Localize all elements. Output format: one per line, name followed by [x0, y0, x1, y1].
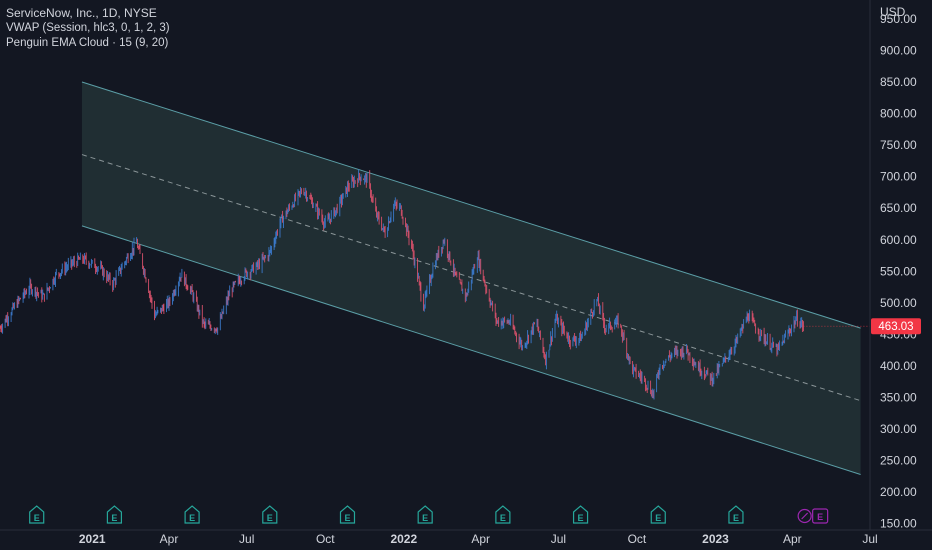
price-tick-label: 150.00	[880, 517, 917, 531]
price-tick-label: 650.00	[880, 201, 917, 215]
price-tick-label: 550.00	[880, 264, 917, 278]
last-price-value: 463.03	[878, 321, 913, 333]
svg-text:E: E	[189, 513, 195, 523]
time-tick-label: 2023	[702, 532, 729, 546]
svg-text:E: E	[733, 513, 739, 523]
time-tick-label: Oct	[316, 532, 335, 546]
earnings-icon[interactable]: E	[106, 505, 123, 524]
svg-text:E: E	[500, 513, 506, 523]
price-tick-label: 700.00	[880, 170, 917, 184]
price-axis[interactable]: 150.00200.00250.00300.00350.00400.00450.…	[880, 12, 917, 531]
earnings-icon[interactable]: E	[262, 505, 278, 524]
earnings-icon[interactable]: E	[29, 505, 45, 524]
chart-legend: ServiceNow, Inc., 1D, NYSE VWAP (Session…	[6, 6, 170, 51]
time-tick-label: 2022	[390, 532, 417, 546]
price-series	[0, 169, 870, 400]
price-tick-label: 200.00	[880, 485, 917, 499]
time-tick-label: Jul	[551, 532, 566, 546]
indicator-ema-cloud[interactable]: Penguin EMA Cloud · 15 (9, 20)	[6, 37, 169, 49]
svg-text:E: E	[422, 513, 428, 523]
time-tick-label: 2021	[79, 532, 106, 546]
earnings-icon[interactable]: E	[339, 505, 356, 524]
earnings-icon[interactable]: E	[650, 505, 666, 524]
svg-text:E: E	[111, 513, 117, 523]
last-price-badge: 463.03	[871, 318, 921, 335]
earnings-icon[interactable]: E	[184, 505, 200, 524]
svg-text:E: E	[655, 513, 661, 523]
price-tick-label: 400.00	[880, 359, 917, 373]
price-tick-label: 500.00	[880, 296, 917, 310]
price-tick-label: 900.00	[880, 44, 917, 58]
svg-text:E: E	[344, 513, 350, 523]
channel-fill	[81, 82, 861, 475]
price-tick-label: 950.00	[880, 12, 917, 26]
price-tick-label: 600.00	[880, 233, 917, 247]
time-tick-label: Apr	[160, 532, 179, 546]
earnings-icon[interactable]: E	[417, 505, 433, 524]
time-axis[interactable]: 2021 Apr Jul Oct 2022 Apr Jul Oct 2023 Apr Jul	[79, 532, 878, 546]
price-tick-label: 850.00	[880, 75, 917, 89]
price-tick-label: 250.00	[880, 454, 917, 468]
upcoming-earnings-icon[interactable]: E	[797, 508, 829, 524]
price-tick-label: 350.00	[880, 391, 917, 405]
channel-mid-line[interactable]	[81, 154, 861, 402]
time-tick-label: Apr	[783, 532, 802, 546]
earnings-icon[interactable]: E	[728, 505, 744, 524]
price-tick-label: 800.00	[880, 107, 917, 121]
earnings-icon[interactable]: E	[495, 505, 511, 524]
svg-text:E: E	[817, 512, 823, 522]
time-tick-label: Jul	[239, 532, 254, 546]
channel-lower-line[interactable]	[81, 225, 861, 475]
symbol-title[interactable]: ServiceNow, Inc., 1D, NYSE	[6, 6, 157, 20]
svg-text:E: E	[578, 513, 584, 523]
time-tick-label: Jul	[862, 532, 877, 546]
earnings-icon[interactable]: E	[572, 505, 589, 524]
currency-label: USD	[880, 5, 906, 19]
regression-channel	[81, 81, 861, 475]
indicator-vwap[interactable]: VWAP (Session, hlc3, 0, 1, 2, 3)	[6, 22, 170, 34]
price-tick-label: 300.00	[880, 422, 917, 436]
channel-upper-line[interactable]	[81, 81, 861, 329]
time-tick-label: Oct	[628, 532, 647, 546]
price-tick-label: 750.00	[880, 138, 917, 152]
svg-text:E: E	[34, 513, 40, 523]
time-tick-label: Apr	[471, 532, 490, 546]
svg-text:E: E	[267, 513, 273, 523]
